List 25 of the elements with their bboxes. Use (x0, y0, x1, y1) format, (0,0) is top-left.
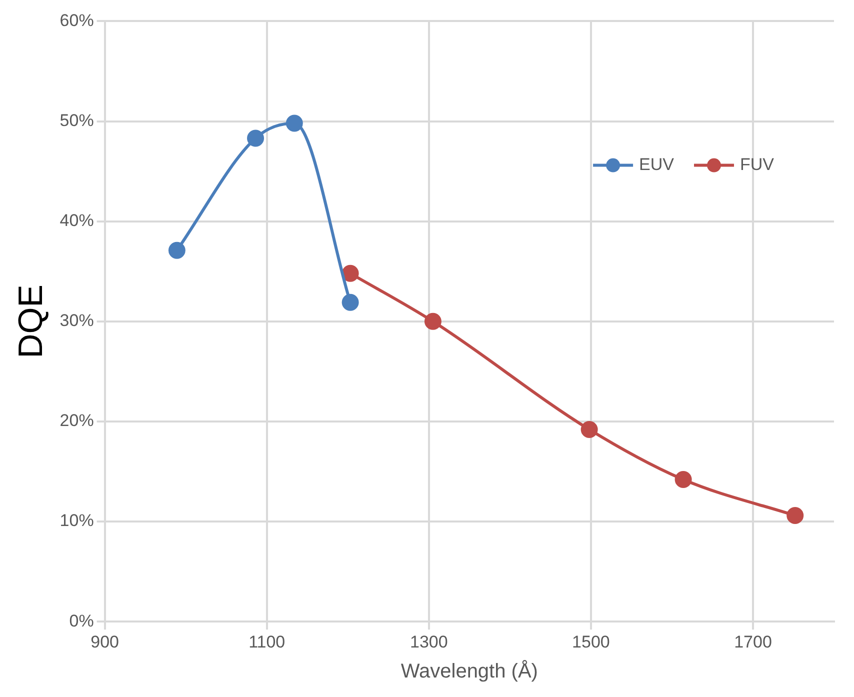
point (674, 471, 692, 488)
y-tick-label: 30% (60, 311, 94, 330)
x-tick-label: 1500 (572, 632, 610, 652)
point (342, 294, 359, 311)
x-tick-label: 1300 (410, 632, 448, 652)
point (286, 114, 303, 132)
point (580, 420, 598, 438)
point (342, 264, 359, 282)
x-axis-title: Wavelength (Å) (400, 660, 538, 683)
x-tick-label: 1100 (248, 632, 286, 652)
point (424, 312, 442, 330)
y-axis-title: DQE (12, 284, 50, 358)
point (786, 507, 804, 524)
y-tick-label: 60% (60, 10, 94, 30)
legend-label: EUV (639, 154, 675, 174)
y-tick-label: 10% (60, 511, 94, 530)
x-tick-label: 900 (90, 632, 120, 652)
point (247, 130, 264, 147)
y-tick-label: 0% (69, 611, 94, 630)
x-tick-label: 1700 (734, 632, 772, 652)
y-tick-label: 50% (60, 110, 94, 130)
y-tick-label: 40% (60, 211, 94, 230)
y-tick-label: 20% (60, 411, 94, 430)
point (168, 242, 186, 259)
legend-label: FUV (740, 154, 775, 174)
